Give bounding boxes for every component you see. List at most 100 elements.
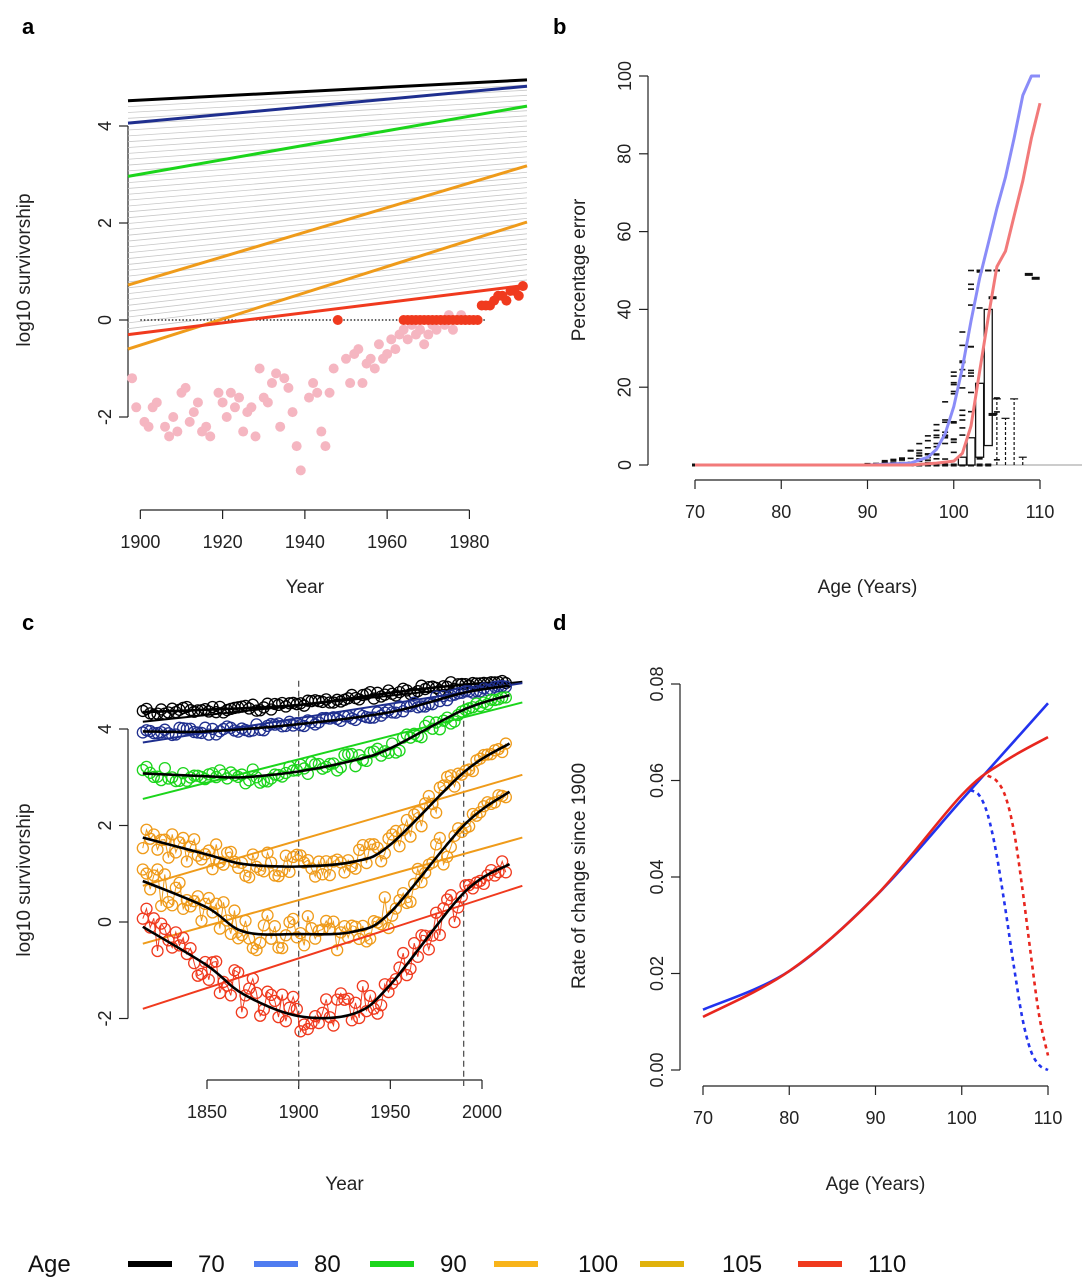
- x-tick-label: 80: [771, 502, 791, 522]
- observation-point: [393, 840, 406, 853]
- observation-point: [246, 848, 259, 861]
- observation-point: [235, 928, 248, 942]
- observation-point: [422, 789, 435, 803]
- data-point-pink: [324, 387, 335, 398]
- observation-point: [386, 828, 399, 841]
- y-tick-label: -2: [95, 1010, 115, 1026]
- observation-point: [213, 855, 226, 869]
- x-tick-label: 1980: [449, 532, 489, 552]
- panel-label-c: c: [22, 610, 34, 635]
- observation-point: [147, 726, 160, 740]
- observation-point: [305, 862, 318, 875]
- y-tick-label: 4: [95, 724, 115, 734]
- x-tick-label: 100: [947, 1108, 977, 1128]
- observation-point: [261, 985, 274, 998]
- age-line-grey: [127, 187, 528, 224]
- observation-point: [312, 855, 325, 868]
- age-line-grey: [127, 259, 528, 306]
- legend-label-110: 110: [868, 1251, 906, 1278]
- legend-title: Age: [28, 1251, 71, 1278]
- observation-point: [202, 705, 215, 718]
- data-point-red: [332, 315, 343, 325]
- data-point-pink: [303, 392, 314, 403]
- data-point-red: [501, 295, 512, 306]
- observation-point: [276, 941, 289, 955]
- observation-point: [276, 770, 289, 783]
- data-point-pink: [295, 465, 306, 476]
- observation-point: [268, 994, 281, 1008]
- data-point-pink: [398, 324, 409, 335]
- smooth-fit-5: [142, 862, 511, 1020]
- age-line-grey: [127, 89, 528, 113]
- data-point-pink: [205, 431, 216, 442]
- data-point-pink: [316, 426, 327, 437]
- observation-point: [309, 1009, 322, 1023]
- data-point-pink: [271, 368, 282, 379]
- observation-point: [349, 996, 362, 1009]
- observation-point: [283, 915, 296, 929]
- observation-point: [177, 931, 190, 944]
- x-tick-label: 90: [865, 1108, 885, 1128]
- trend-line-4: [127, 220, 528, 351]
- x-tick-label: 1950: [370, 1102, 410, 1122]
- observation-point: [382, 832, 395, 845]
- smooth-fit-4: [142, 790, 511, 936]
- observation-point: [158, 868, 171, 881]
- observation-point: [151, 944, 164, 958]
- observation-point: [217, 896, 230, 909]
- data-point-pink: [386, 334, 397, 345]
- observation-point: [430, 838, 443, 851]
- data-point-pink: [217, 397, 228, 408]
- data-point-pink: [291, 441, 302, 452]
- observation-point: [411, 862, 424, 876]
- x-tick-label: 2000: [462, 1102, 502, 1122]
- observation-point: [404, 830, 417, 843]
- error-curve-1: [695, 102, 1042, 467]
- observation-point: [433, 723, 446, 736]
- observation-point: [290, 931, 303, 944]
- data-point-pink: [168, 412, 179, 422]
- y-tick-label: 0.08: [647, 666, 667, 701]
- observation-point: [389, 689, 402, 702]
- observation-point: [254, 723, 267, 736]
- observation-point: [323, 868, 336, 882]
- observation-point: [136, 763, 149, 777]
- observation-point: [301, 910, 314, 923]
- data-point-pink: [390, 344, 401, 355]
- observation-point: [474, 806, 487, 819]
- observation-point: [257, 724, 270, 737]
- y-tick-label: 0: [615, 460, 635, 470]
- observation-point: [221, 914, 234, 927]
- observation-point: [206, 906, 219, 919]
- observation-point: [162, 895, 175, 909]
- legend-label-80: 80: [314, 1251, 341, 1278]
- observation-point: [338, 710, 351, 723]
- observation-point: [195, 914, 208, 928]
- observation-point: [360, 754, 373, 768]
- observation-point: [169, 728, 182, 741]
- observation-point: [210, 897, 223, 910]
- y-tick-label: 0.04: [647, 859, 667, 894]
- observation-point: [298, 939, 311, 952]
- age-line-grey: [127, 182, 528, 219]
- observation-point: [389, 972, 402, 986]
- observation-point: [140, 902, 153, 915]
- trend-line-3: [142, 773, 523, 887]
- data-point-pink: [447, 324, 458, 335]
- observation-point: [158, 922, 171, 936]
- data-point-pink: [341, 353, 352, 364]
- y-tick-label: 80: [615, 144, 635, 164]
- age-line-grey: [127, 151, 528, 183]
- observation-point: [437, 858, 450, 871]
- x-axis-title: Age (Years): [818, 577, 918, 598]
- x-tick-label: 70: [685, 502, 705, 522]
- box: [957, 456, 968, 466]
- age-line-grey: [127, 156, 528, 189]
- data-point-pink: [201, 421, 212, 432]
- observation-point: [294, 1025, 307, 1038]
- observation-point: [331, 764, 344, 777]
- observation-point: [210, 838, 223, 851]
- age-line-grey: [127, 243, 528, 289]
- age-line-grey: [127, 130, 528, 160]
- trend-line-0: [127, 78, 528, 103]
